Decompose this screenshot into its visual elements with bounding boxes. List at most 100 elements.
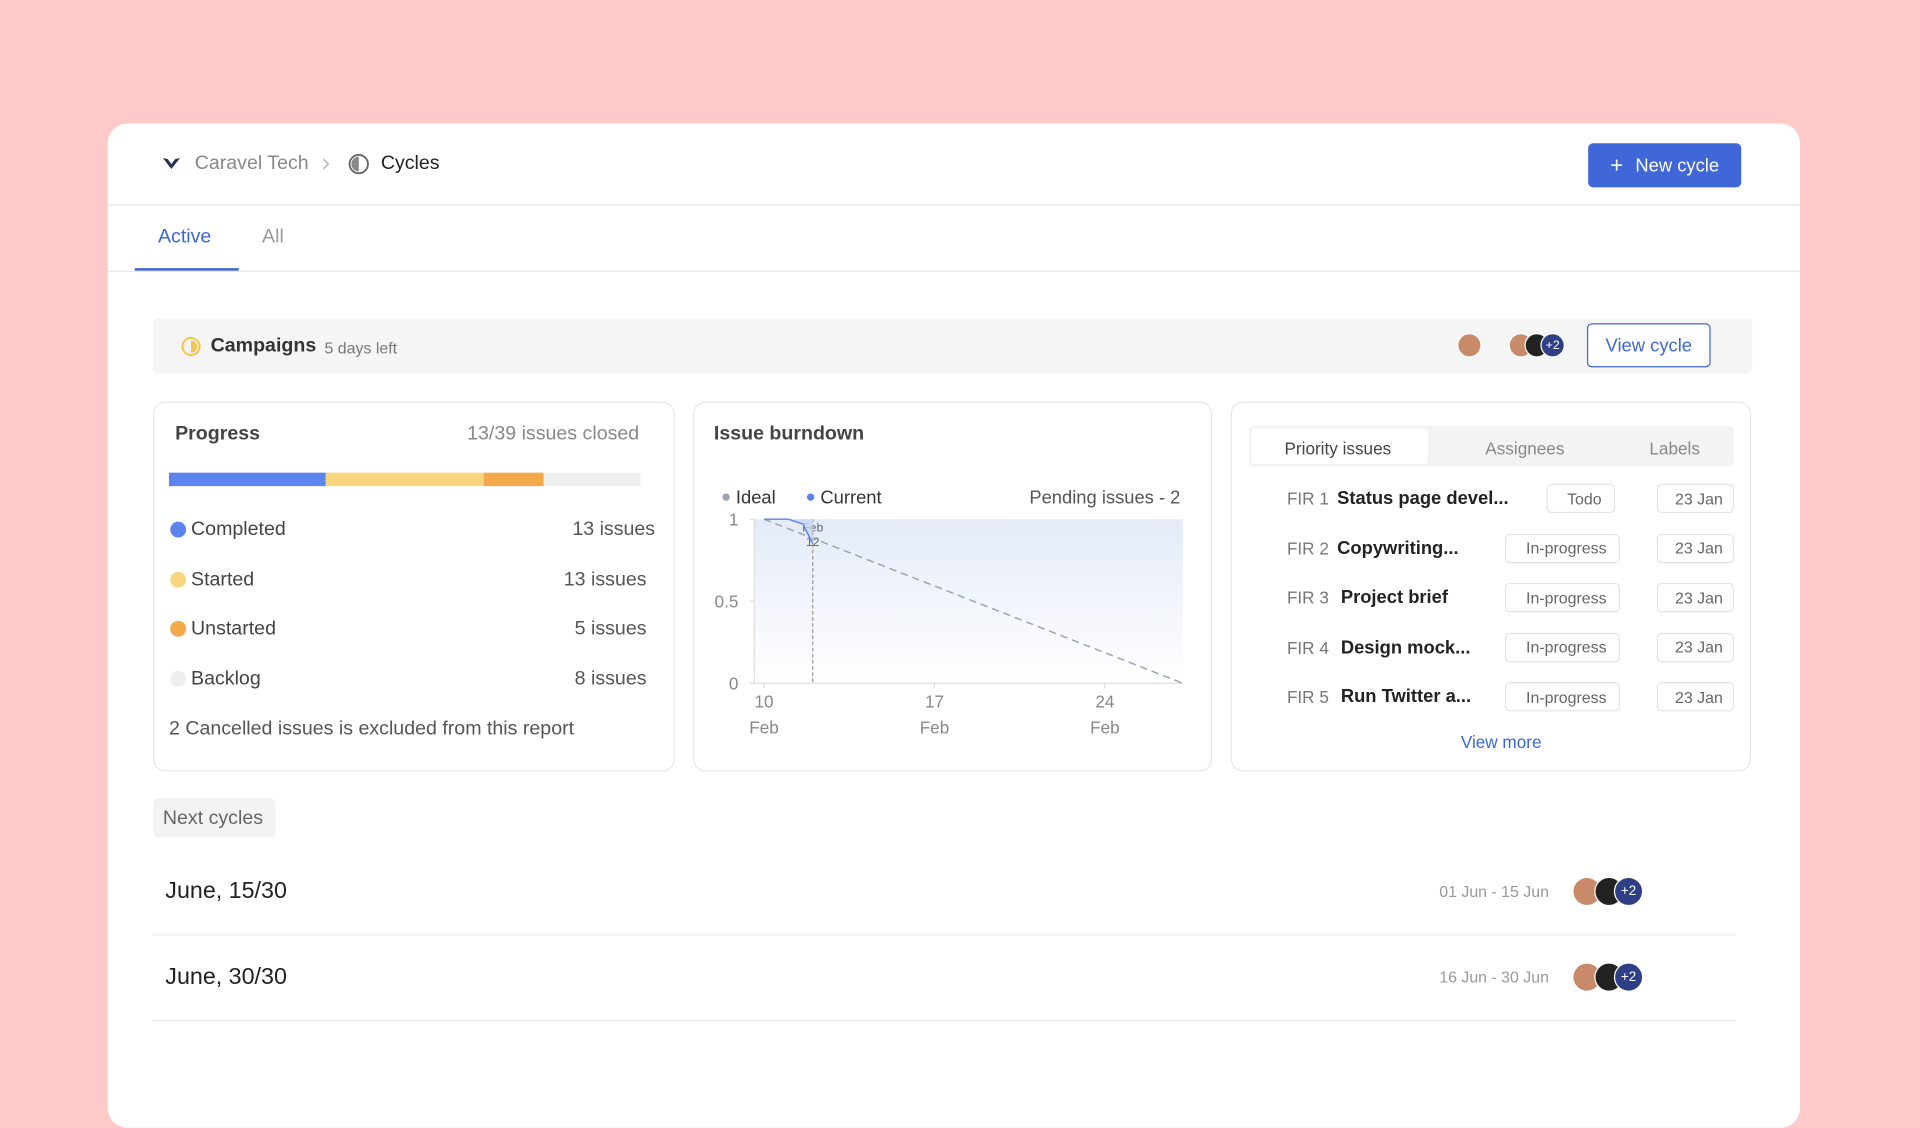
issue-status: In-progress xyxy=(1526,637,1607,657)
issue-title[interactable]: Project brief xyxy=(1340,587,1448,608)
tab-labels[interactable]: Labels xyxy=(1649,438,1700,458)
tab-underline xyxy=(134,268,239,271)
divider xyxy=(107,270,1801,272)
issue-status: In-progress xyxy=(1526,538,1607,558)
status-pill: Todo xyxy=(1546,483,1616,514)
date-pill: 23 Jan xyxy=(1656,483,1734,514)
x-tick-label: 24 Feb xyxy=(1090,692,1120,738)
burndown-title: Issue burndown xyxy=(713,423,865,445)
tab-selected-bg xyxy=(1251,428,1428,465)
x-tick-label-line: Feb xyxy=(1090,717,1120,737)
y-tick-label: 1 xyxy=(729,509,739,529)
y-tick-label: 0 xyxy=(729,673,739,693)
progress-segment xyxy=(168,472,327,487)
burndown-card: Issue burndown 1 0.5 0 10 Feb 17 Feb 24 Feb Feb 12… xyxy=(693,401,1213,772)
page: {"breadcrumb":["Caravel Tech","Cycles"],… xyxy=(107,123,1801,1128)
issue-id: FIR 4 xyxy=(1286,637,1329,657)
new-cycle-label: New cycle xyxy=(1635,154,1720,176)
progress-note: 2 Cancelled issues is excluded from this… xyxy=(168,718,575,740)
cycle-name[interactable]: June, 15/30 xyxy=(165,878,287,905)
issue-title[interactable]: Copywriting... xyxy=(1337,537,1459,559)
logo xyxy=(162,157,181,169)
priority-card: Priority issues Assignees Labels FIR 1 St… xyxy=(1230,401,1752,772)
status-pill: In-progress xyxy=(1505,632,1621,662)
issue-date: 23 Jan xyxy=(1675,489,1723,508)
plus-icon: + xyxy=(1610,152,1624,177)
issue-status: In-progress xyxy=(1526,588,1607,607)
row-divider xyxy=(153,934,1737,936)
cycle-name: Campaigns xyxy=(210,335,317,357)
chevron xyxy=(322,158,330,170)
legend-dot xyxy=(170,571,187,588)
x-tick-label-line: Feb xyxy=(749,717,779,737)
issue-id: FIR 3 xyxy=(1286,587,1329,608)
progress-segment xyxy=(543,472,641,487)
cycle-bar xyxy=(153,318,1753,374)
issue-id: FIR 5 xyxy=(1286,686,1329,707)
cycle-dates: 16 Jun - 30 Jun xyxy=(1439,967,1549,986)
date-pill: 23 Jan xyxy=(1656,682,1734,712)
legend-count: 13 issues xyxy=(572,519,656,541)
issue-status: Todo xyxy=(1567,489,1602,508)
issue-date: 23 Jan xyxy=(1675,687,1723,706)
status-pill: In-progress xyxy=(1505,533,1621,563)
cycles-icon xyxy=(348,153,369,175)
current-area xyxy=(764,519,813,544)
issue-status: In-progress xyxy=(1526,687,1607,706)
date-pill: 23 Jan xyxy=(1656,632,1734,662)
issue-date: 23 Jan xyxy=(1675,588,1723,607)
date-pill: 23 Jan xyxy=(1656,533,1734,563)
y-tick-label: 0.5 xyxy=(715,591,739,611)
progress-summary: 13/39 issues closed xyxy=(467,423,640,445)
avatar-extra: +2 xyxy=(1613,876,1644,907)
tab-all[interactable]: All xyxy=(262,226,284,248)
status-pill: In-progress xyxy=(1505,682,1621,712)
next-cycles-chip xyxy=(153,798,276,838)
tab-assignees[interactable]: Assignees xyxy=(1485,438,1565,458)
cycle-name[interactable]: June, 30/30 xyxy=(165,963,287,990)
x-tick-label-line: 10 xyxy=(754,692,773,712)
next-cycles-title: Next cycles xyxy=(162,808,264,829)
cycle-dates: 01 Jun - 15 Jun xyxy=(1439,882,1549,901)
avatar xyxy=(1457,333,1482,358)
series-line xyxy=(763,518,1184,684)
issue-id: FIR 1 xyxy=(1286,488,1329,509)
progress-bar xyxy=(168,472,641,487)
issue-title[interactable]: Design mock... xyxy=(1340,636,1471,658)
issue-id: FIR 2 xyxy=(1286,538,1329,558)
marker-label-line: 12 xyxy=(806,535,820,549)
issue-date: 23 Jan xyxy=(1675,538,1723,558)
issue-title[interactable]: Status page devel... xyxy=(1337,487,1509,509)
legend-count: 13 issues xyxy=(563,569,647,590)
legend-name: Completed xyxy=(191,519,286,541)
legend-name: Unstarted xyxy=(191,618,276,640)
avatar-extra: +2 xyxy=(1613,961,1644,992)
legend-name: Started xyxy=(191,569,255,590)
legend-label[interactable]: Current xyxy=(820,486,881,507)
tab-active[interactable]: Active xyxy=(157,226,212,248)
x-tick-label: 10 Feb xyxy=(749,692,779,738)
status-pill: In-progress xyxy=(1505,582,1621,613)
legend-label[interactable]: Ideal xyxy=(736,486,776,507)
x-tick-label: 17 Feb xyxy=(920,692,950,738)
tab-priority[interactable]: Priority issues xyxy=(1284,438,1392,458)
view-more-link[interactable]: View more xyxy=(1460,732,1542,752)
legend-dot xyxy=(170,671,187,688)
new-cycle-button[interactable]: + New cycle xyxy=(1588,143,1742,188)
x-tick-label-line: 24 xyxy=(1095,692,1115,712)
view-cycle-button[interactable]: View cycle xyxy=(1586,323,1711,368)
stage: Caravel Tech Cycles + New cycle Active Al… xyxy=(107,123,1801,1128)
avatar-extra: +2 xyxy=(1540,333,1565,358)
legend-dot xyxy=(722,493,730,501)
cycle-status-icon xyxy=(181,336,201,357)
row-divider xyxy=(153,1019,1737,1021)
issue-title[interactable]: Run Twitter a... xyxy=(1340,686,1472,708)
progress-card: Progress 13/39 issues closed Completed 13… xyxy=(153,401,675,772)
progress-title: Progress xyxy=(175,423,261,445)
issue-date: 23 Jan xyxy=(1675,637,1723,657)
breadcrumb-org[interactable]: Caravel Tech xyxy=(194,153,309,174)
breadcrumb-page[interactable]: Cycles xyxy=(380,153,440,174)
cycle-time-left: 5 days left xyxy=(324,338,398,357)
legend-dot xyxy=(170,521,187,538)
